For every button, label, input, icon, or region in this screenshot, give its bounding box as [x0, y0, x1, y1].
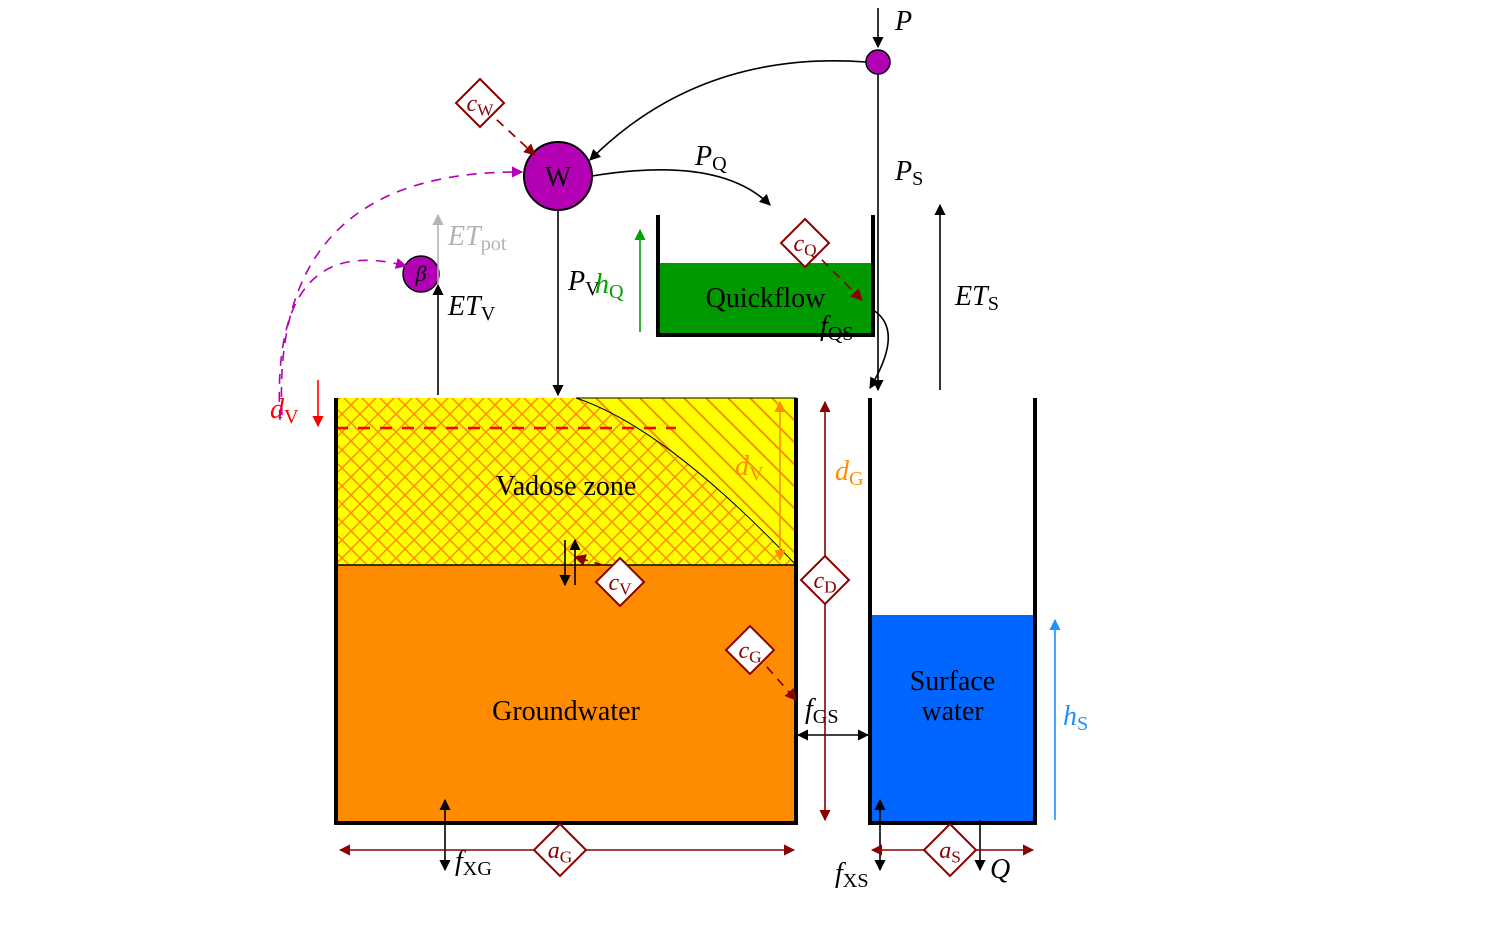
label-etpot: ETpot — [447, 221, 507, 255]
groundwater-zone — [336, 565, 796, 823]
label-hs: hS — [1063, 701, 1088, 735]
node-beta-label: β — [415, 261, 427, 286]
label-fxg: fXG — [455, 846, 492, 880]
arrow-p-to-w — [590, 61, 866, 160]
label-pq: PQ — [694, 141, 727, 175]
label-dv-red: dV — [270, 394, 299, 428]
arrow-pq — [592, 170, 770, 205]
label-ets: ETS — [954, 281, 999, 315]
node-p — [866, 50, 890, 74]
vadose-label: Vadose zone — [496, 471, 637, 502]
groundwater-label: Groundwater — [492, 696, 640, 727]
arrow-influence-w — [281, 172, 522, 415]
label-ps: PS — [894, 156, 923, 190]
arrow-influence-beta — [279, 260, 406, 420]
label-hq: hQ — [595, 269, 624, 303]
label-fgs: fGS — [805, 694, 839, 728]
diamond-arrow-c_W — [497, 120, 535, 155]
label-fxs: fXS — [835, 858, 869, 892]
label-p: P — [894, 6, 912, 37]
surface-label-2: water — [921, 696, 984, 727]
surface-label-1: Surface — [910, 666, 996, 697]
label-dg: dG — [835, 456, 864, 490]
label-q: Q — [990, 854, 1010, 885]
node-w-label: W — [545, 162, 572, 193]
label-etv: ETV — [447, 291, 496, 325]
quickflow-label: Quickflow — [706, 283, 827, 314]
